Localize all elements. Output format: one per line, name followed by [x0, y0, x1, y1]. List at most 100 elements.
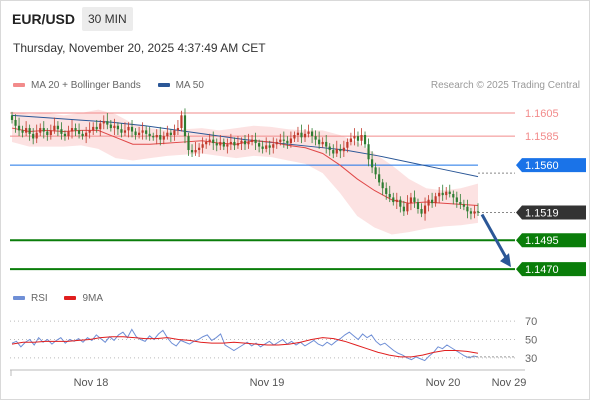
candle-body: [296, 132, 300, 135]
candle-body: [127, 126, 130, 131]
candle-body: [250, 139, 254, 142]
level-label-1: 1.1585: [525, 131, 559, 143]
x-tick-label-1: Nov 19: [250, 377, 285, 389]
level-tag-bg-2: [516, 158, 586, 173]
candle-body: [166, 132, 169, 137]
candle-body: [190, 150, 194, 153]
candle-body: [466, 206, 469, 212]
candle-body: [155, 135, 158, 138]
candle-body: [388, 193, 391, 198]
candle-body: [70, 128, 74, 132]
credit-label: Research © 2025 Trading Central: [430, 80, 580, 91]
rsi-tick-label-2: 30: [525, 353, 537, 365]
candle-body: [138, 132, 141, 135]
candle-body: [378, 174, 381, 183]
candle-body: [169, 132, 172, 135]
candle-body: [286, 140, 289, 144]
chart-legend: MA 20 + Bollinger Bands MA 50: [13, 80, 218, 91]
candle-body: [293, 135, 296, 139]
candle-body: [392, 197, 395, 203]
candle-body: [74, 128, 77, 131]
candle-body: [413, 197, 416, 203]
level-label-3: 1.1519: [525, 207, 559, 219]
projection-arrow-head: [500, 253, 511, 268]
rsi-ma-line: [11, 336, 479, 358]
candle-body: [102, 121, 105, 124]
candle-body: [205, 141, 208, 145]
candle-body: [152, 136, 155, 138]
legend-label-ma50: MA 50: [175, 80, 204, 91]
candle-body: [173, 130, 176, 135]
legend-item-ma50: MA 50: [157, 80, 204, 91]
candle-body: [272, 144, 275, 148]
candle-body: [35, 132, 38, 139]
candle-body: [363, 135, 367, 145]
candle-body: [381, 182, 384, 189]
candle-body: [194, 150, 197, 153]
candle-body: [49, 130, 52, 135]
candle-body: [208, 139, 211, 142]
candle-body: [60, 129, 63, 134]
candle-body: [328, 146, 331, 151]
candle-body: [346, 141, 349, 148]
level-label-5: 1.1470: [525, 264, 559, 276]
candle-body: [229, 141, 232, 145]
candle-body: [335, 148, 338, 154]
x-tick-label-3: Nov 29: [492, 377, 527, 389]
candle-body: [226, 144, 229, 147]
candle-body: [109, 124, 112, 129]
candle-body: [434, 196, 437, 204]
candle-body: [42, 128, 45, 132]
level-tag-bg-5: [516, 262, 586, 277]
candle-body: [289, 138, 292, 144]
candle-body: [28, 128, 31, 134]
candle-body: [349, 138, 352, 142]
candle-body: [240, 140, 243, 144]
candle-body: [92, 126, 95, 131]
candle-body: [469, 211, 473, 214]
level-label-4: 1.1495: [525, 235, 559, 247]
legend-item-rsi: RSI: [13, 293, 48, 304]
candle-body: [455, 197, 458, 203]
candle-body: [21, 130, 24, 133]
candle-body: [395, 199, 398, 203]
candle-body: [438, 192, 441, 197]
level-label-2: 1.1560: [525, 160, 559, 172]
legend-swatch-rsi: [13, 296, 25, 301]
legend-label-rsi-ma: 9MA: [82, 293, 104, 304]
candle-body: [448, 191, 451, 194]
candle-body: [148, 133, 151, 137]
candle-body: [406, 203, 409, 212]
candle-body: [39, 128, 42, 133]
candle-body: [67, 131, 70, 137]
candle-body: [88, 130, 91, 133]
timeframe-badge[interactable]: 30 MIN: [82, 7, 133, 31]
candle-body: [95, 126, 98, 130]
candle-body: [14, 119, 17, 126]
candle-body: [462, 204, 465, 207]
x-tick-label-0: Nov 18: [74, 377, 109, 389]
candle-body: [310, 131, 314, 137]
candle-body: [130, 126, 134, 132]
candle-body: [162, 136, 165, 140]
candle-body: [116, 125, 119, 130]
rsi-line: [11, 328, 479, 362]
candle-body: [473, 211, 476, 214]
candle-body: [201, 144, 204, 148]
candle-body: [10, 115, 14, 120]
candle-body: [423, 205, 427, 214]
candle-body: [268, 145, 271, 148]
candle-body: [198, 147, 201, 151]
candle-body: [275, 141, 278, 145]
candle-body: [212, 139, 215, 144]
candle-body: [303, 133, 307, 138]
candle-body: [85, 132, 88, 137]
level-label-0: 1.1605: [525, 108, 559, 120]
legend-swatch-rsi-ma: [64, 296, 77, 301]
candle-body: [81, 133, 84, 137]
candle-body: [476, 211, 480, 213]
candle-body: [123, 130, 127, 133]
candle-body: [159, 135, 162, 140]
rsi-tick-label-1: 50: [525, 335, 537, 347]
